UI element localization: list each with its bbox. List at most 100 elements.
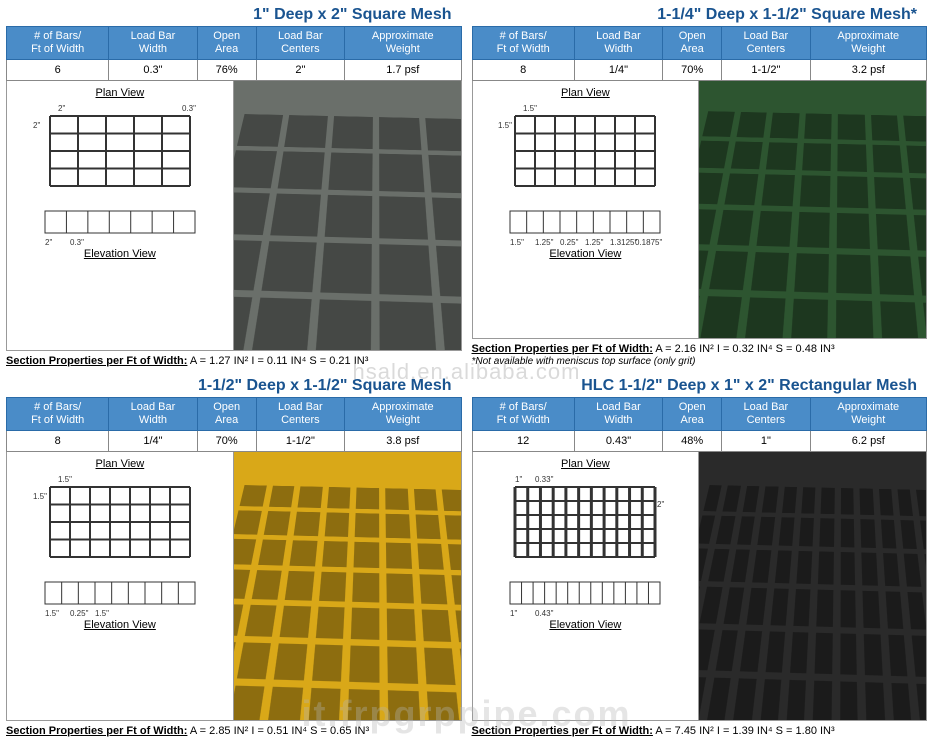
spec-header: # of Bars/Ft of Width <box>7 397 109 430</box>
svg-text:1": 1" <box>510 609 517 617</box>
elevation-diagram: 1.5" 0.25" 1.5" <box>25 572 215 617</box>
spec-panel: 1" Deep x 2" Square Mesh # of Bars/Ft of… <box>6 6 462 367</box>
section-label: Section Properties per Ft of Width: <box>472 343 653 355</box>
svg-text:0.33": 0.33" <box>535 475 554 484</box>
spec-value: 1/4" <box>574 60 662 81</box>
spec-table: # of Bars/Ft of WidthLoad BarWidthOpenAr… <box>472 397 928 452</box>
spec-header: Load BarWidth <box>109 397 197 430</box>
section-values: A = 2.16 IN² I = 0.32 IN⁴ S = 0.48 IN³ <box>655 343 834 355</box>
svg-text:0.1875": 0.1875" <box>635 238 662 246</box>
section-label: Section Properties per Ft of Width: <box>6 725 187 737</box>
section-properties: Section Properties per Ft of Width: A = … <box>472 721 928 737</box>
spec-value: 2" <box>256 60 344 81</box>
spec-table: # of Bars/Ft of WidthLoad BarWidthOpenAr… <box>6 26 462 81</box>
spec-header: OpenArea <box>197 27 256 60</box>
diagram-row: Plan View 1" 0.33" 2" 1"0.43" Elevation Vi… <box>472 452 928 721</box>
svg-text:1.5": 1.5" <box>95 609 109 617</box>
svg-text:1.5": 1.5" <box>58 475 72 484</box>
spec-header: Load BarCenters <box>256 27 344 60</box>
elevation-view-label: Elevation View <box>549 248 621 260</box>
spec-header: ApproximateWeight <box>345 397 461 430</box>
spec-value: 1-1/2" <box>256 430 344 451</box>
photo-cell-container <box>234 81 461 349</box>
svg-text:2": 2" <box>657 500 664 509</box>
spec-value: 8 <box>472 60 574 81</box>
svg-text:2": 2" <box>45 238 52 246</box>
diagram-cell: Plan View 1" 0.33" 2" 1"0.43" Elevation Vi… <box>473 452 700 720</box>
diagram-cell: Plan View 1.5"1.5" 1.5"1.25"0.25"1.25"1.… <box>473 81 700 337</box>
section-properties: Section Properties per Ft of Width: A = … <box>472 339 928 355</box>
section-values: A = 2.85 IN² I = 0.51 IN⁴ S = 0.65 IN³ <box>190 725 369 737</box>
svg-text:2": 2" <box>33 121 40 130</box>
svg-text:1.5": 1.5" <box>33 492 47 501</box>
spec-value: 8 <box>7 430 109 451</box>
section-properties: Section Properties per Ft of Width: A = … <box>6 721 462 737</box>
svg-text:1.5": 1.5" <box>45 609 59 617</box>
diagram-cell: Plan View 2" 2" 0.3" 2" 0.3" Elevation View <box>7 81 234 349</box>
svg-text:0.3": 0.3" <box>182 104 196 113</box>
spec-header: # of Bars/Ft of Width <box>472 397 574 430</box>
spec-header: Load BarWidth <box>574 27 662 60</box>
section-label: Section Properties per Ft of Width: <box>472 725 653 737</box>
section-properties: Section Properties per Ft of Width: A = … <box>6 351 462 367</box>
spec-value: 1/4" <box>109 430 197 451</box>
elevation-diagram: 1"0.43" <box>490 572 680 617</box>
spec-value: 6.2 psf <box>810 430 926 451</box>
spec-header: ApproximateWeight <box>810 27 926 60</box>
photo-cell-container <box>699 81 926 337</box>
spec-value: 12 <box>472 430 574 451</box>
spec-header: # of Bars/Ft of Width <box>7 27 109 60</box>
svg-text:1": 1" <box>515 475 522 484</box>
diagram-row: Plan View 1.5"1.5" 1.5"1.25"0.25"1.25"1.… <box>472 81 928 338</box>
svg-text:0.3": 0.3" <box>70 238 84 246</box>
plan-diagram: 1.5" 1.5" <box>25 472 215 572</box>
svg-text:1.5": 1.5" <box>498 121 512 130</box>
plan-view-label: Plan View <box>96 87 145 99</box>
panel-title: 1" Deep x 2" Square Mesh <box>6 6 462 26</box>
svg-text:1.25": 1.25" <box>535 238 554 246</box>
spec-table: # of Bars/Ft of WidthLoad BarWidthOpenAr… <box>472 26 928 81</box>
section-values: A = 7.45 IN² I = 1.39 IN⁴ S = 1.80 IN³ <box>655 725 834 737</box>
spec-value: 3.2 psf <box>810 60 926 81</box>
spec-value: 6 <box>7 60 109 81</box>
plan-view-label: Plan View <box>96 458 145 470</box>
product-photo <box>234 452 461 720</box>
spec-value: 1.7 psf <box>345 60 461 81</box>
svg-text:0.25": 0.25" <box>70 609 89 617</box>
spec-header: Load BarCenters <box>722 397 810 430</box>
diagram-row: Plan View 2" 2" 0.3" 2" 0.3" Elevation View <box>6 81 462 350</box>
section-label: Section Properties per Ft of Width: <box>6 355 187 367</box>
spec-value: 70% <box>663 60 722 81</box>
svg-text:1.25": 1.25" <box>585 238 604 246</box>
elevation-view-label: Elevation View <box>84 248 156 260</box>
elevation-diagram: 2" 0.3" <box>25 201 215 246</box>
spec-header: OpenArea <box>663 397 722 430</box>
photo-cell-container <box>699 452 926 720</box>
product-photo <box>234 81 461 349</box>
elevation-view-label: Elevation View <box>84 619 156 631</box>
spec-value: 76% <box>197 60 256 81</box>
elevation-diagram: 1.5"1.25"0.25"1.25"1.3125"0.1875" <box>490 201 680 246</box>
diagram-cell: Plan View 1.5" 1.5" 1.5" 0.25" 1.5" Elevati… <box>7 452 234 720</box>
svg-text:2": 2" <box>58 104 65 113</box>
panel-title: 1-1/4" Deep x 1-1/2" Square Mesh* <box>472 6 928 26</box>
elevation-view-label: Elevation View <box>549 619 621 631</box>
spec-header: OpenArea <box>197 397 256 430</box>
plan-diagram: 2" 2" 0.3" <box>25 101 215 201</box>
spec-value: 1" <box>722 430 810 451</box>
svg-text:1.5": 1.5" <box>523 104 537 113</box>
spec-header: ApproximateWeight <box>345 27 461 60</box>
spec-panel: 1-1/4" Deep x 1-1/2" Square Mesh* # of B… <box>472 6 928 367</box>
plan-view-label: Plan View <box>561 87 610 99</box>
product-photo <box>699 452 926 720</box>
spec-value: 3.8 psf <box>345 430 461 451</box>
svg-text:1.5": 1.5" <box>510 238 524 246</box>
svg-text:1.3125": 1.3125" <box>610 238 637 246</box>
product-photo <box>699 81 926 337</box>
spec-header: # of Bars/Ft of Width <box>472 27 574 60</box>
spec-panel: HLC 1-1/2" Deep x 1" x 2" Rectangular Me… <box>472 377 928 738</box>
spec-header: Load BarCenters <box>256 397 344 430</box>
spec-value: 0.43" <box>574 430 662 451</box>
footnote: *Not available with meniscus top surface… <box>472 355 928 367</box>
plan-view-label: Plan View <box>561 458 610 470</box>
